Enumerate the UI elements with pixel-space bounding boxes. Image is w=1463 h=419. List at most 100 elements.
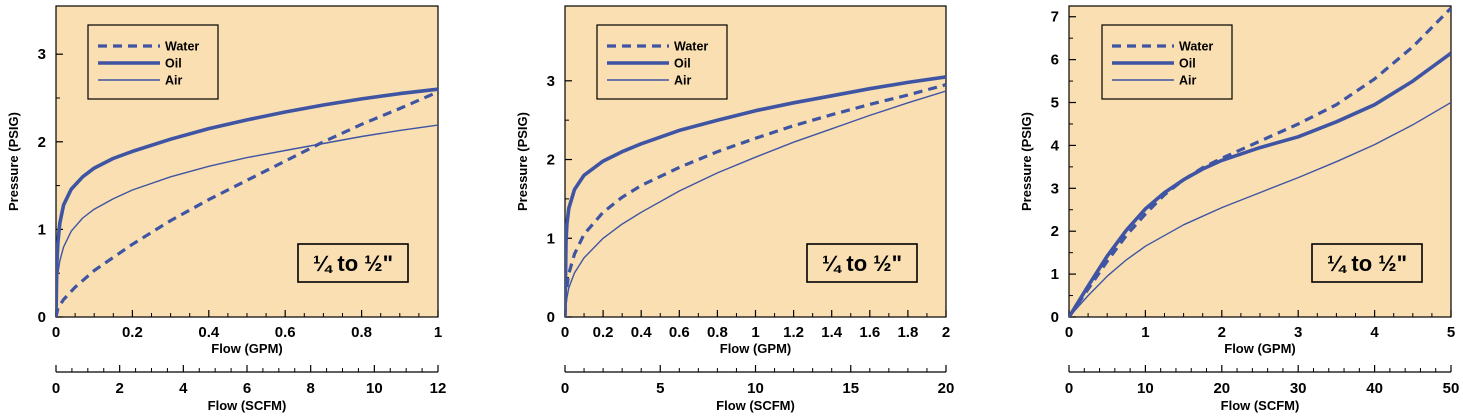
y-tick-label: 7 xyxy=(1051,9,1059,26)
x-tick-label: 0.8 xyxy=(707,324,728,341)
y-tick-label: 0 xyxy=(38,309,46,326)
series-line-air xyxy=(565,90,946,317)
x-tick-label: 0.4 xyxy=(198,324,220,341)
series-line-water xyxy=(56,90,438,317)
series-line-water xyxy=(565,83,946,317)
size-badge-box xyxy=(806,243,918,283)
legend-label-air: Air xyxy=(1179,74,1197,88)
legend-box xyxy=(596,24,728,100)
size-badge-box xyxy=(1311,243,1423,283)
size-badge-label: ¼ to ½" xyxy=(313,251,393,276)
legend-label-water: Water xyxy=(165,40,199,54)
series-line-oil xyxy=(1069,51,1451,317)
size-badge-label: ¼ to ½" xyxy=(822,251,902,276)
legend-label-water: Water xyxy=(674,40,708,54)
secondary-tick-label: 8 xyxy=(306,380,314,397)
legend-box xyxy=(87,24,219,100)
secondary-tick-label: 0 xyxy=(561,380,569,397)
x-tick-label: 1 xyxy=(434,324,442,341)
x-tick-label: 1 xyxy=(1141,324,1149,341)
legend: Water Oil Air xyxy=(87,24,219,100)
x-tick-label: 0.6 xyxy=(669,324,690,341)
y-tick-label: 2 xyxy=(1051,223,1059,240)
series-line-oil xyxy=(56,87,438,317)
secondary-tick-label: 10 xyxy=(366,380,383,397)
y-tick-label: 1 xyxy=(1051,266,1059,283)
y-tick-label: 2 xyxy=(547,152,555,169)
y-tick-label: 2 xyxy=(38,134,46,151)
legend-label-air: Air xyxy=(165,74,183,88)
series-line-oil xyxy=(565,75,946,317)
legend-box xyxy=(1101,24,1233,100)
y-axis-title: Pressure (PSIG) xyxy=(1019,112,1034,211)
x-tick-label: 0.8 xyxy=(351,324,372,341)
secondary-axis-title: Flow (SCFM) xyxy=(1221,398,1300,413)
y-tick-label: 3 xyxy=(1051,180,1059,197)
y-axis-title: Pressure (PSIG) xyxy=(515,112,530,211)
x-tick-label: 2 xyxy=(1218,324,1226,341)
legend-label-water: Water xyxy=(1179,40,1213,54)
secondary-tick-label: 40 xyxy=(1366,380,1383,397)
y-tick-label: 1 xyxy=(547,230,555,247)
secondary-tick-label: 20 xyxy=(938,380,955,397)
secondary-axis-title: Flow (SCFM) xyxy=(716,398,795,413)
y-tick-label: 1 xyxy=(38,221,46,238)
series-group xyxy=(56,87,438,317)
y-tick-label: 6 xyxy=(1051,52,1059,69)
x-tick-label: 1.4 xyxy=(821,324,843,341)
secondary-tick-label: 0 xyxy=(1065,380,1073,397)
y-tick-label: 3 xyxy=(547,73,555,90)
secondary-tick-label: 10 xyxy=(1137,380,1154,397)
x-axis-title: Flow (GPM) xyxy=(720,341,792,356)
legend: Water Oil Air xyxy=(1101,24,1233,100)
x-tick-label: 5 xyxy=(1447,324,1455,341)
y-tick-label: 4 xyxy=(1051,137,1060,154)
legend-label-oil: Oil xyxy=(674,57,691,71)
x-tick-label: 0.6 xyxy=(275,324,296,341)
chart-panel-2: 0 1 2 3 0 0.2 0.4 0.6 0.8 1 1.2 1.4 1.6 1.8 2 Pressure … xyxy=(515,5,955,413)
secondary-tick-label: 10 xyxy=(747,380,764,397)
y-tick-label: 0 xyxy=(547,309,555,326)
x-tick-label: 4 xyxy=(1370,324,1379,341)
secondary-tick-label: 30 xyxy=(1290,380,1307,397)
y-axis-title: Pressure (PSIG) xyxy=(6,112,21,211)
x-axis-title: Flow (GPM) xyxy=(1224,341,1296,356)
x-tick-label: 2 xyxy=(942,324,950,341)
secondary-tick-label: 50 xyxy=(1443,380,1460,397)
secondary-axis: 0 2 4 6 8 10 12 Flow (SCFM) xyxy=(52,365,447,413)
x-tick-label: 1.6 xyxy=(859,324,880,341)
plot-area xyxy=(56,6,438,317)
x-tick-label: 1.8 xyxy=(897,324,918,341)
series-line-air xyxy=(56,124,438,317)
x-tick-label: 0 xyxy=(561,324,569,341)
size-badge-box xyxy=(297,243,409,283)
secondary-tick-label: 2 xyxy=(115,380,123,397)
x-tick-label: 0 xyxy=(1065,324,1073,341)
secondary-tick-label: 15 xyxy=(842,380,859,397)
size-badge-label: ¼ to ½" xyxy=(1327,251,1407,276)
legend-label-air: Air xyxy=(674,74,692,88)
plot-area xyxy=(1069,6,1451,317)
series-line-air xyxy=(1069,101,1451,317)
legend-label-oil: Oil xyxy=(165,57,182,71)
legend: Water Oil Air xyxy=(596,24,728,100)
series-group xyxy=(565,75,946,317)
x-tick-label: 1.2 xyxy=(783,324,804,341)
x-tick-label: 0.2 xyxy=(593,324,614,341)
secondary-tick-label: 0 xyxy=(52,380,60,397)
x-tick-label: 3 xyxy=(1294,324,1302,341)
y-tick-label: 5 xyxy=(1051,95,1059,112)
legend-label-oil: Oil xyxy=(1179,57,1196,71)
secondary-axis: 0 5 10 15 20 Flow (SCFM) xyxy=(561,365,955,413)
chart-panel-3: 0 1 2 3 4 5 6 7 0 1 2 3 4 5 Pressure (PSIG) Flow (GPM) W… xyxy=(1019,5,1460,413)
y-tick-label: 0 xyxy=(1051,309,1059,326)
x-tick-label: 0 xyxy=(52,324,60,341)
secondary-tick-label: 12 xyxy=(430,380,447,397)
series-group xyxy=(1069,6,1451,317)
secondary-axis: 0 10 20 30 40 50 Flow (SCFM) xyxy=(1065,365,1460,413)
secondary-tick-label: 6 xyxy=(243,380,251,397)
y-tick-label: 3 xyxy=(38,46,46,63)
plot-area xyxy=(565,6,946,317)
